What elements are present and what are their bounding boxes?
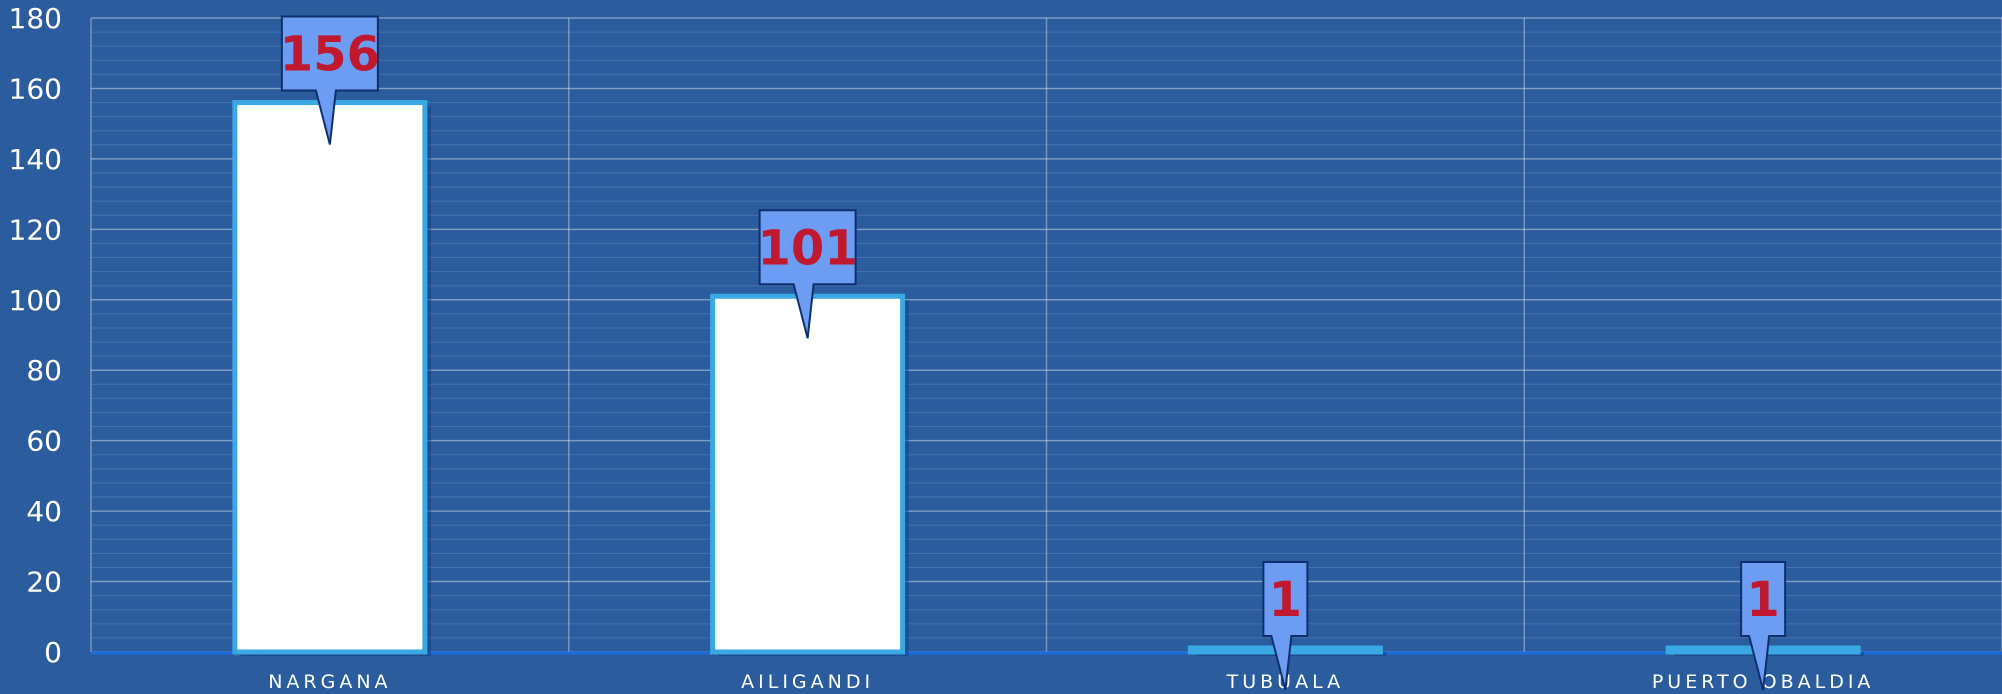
y-tick-label: 140 (9, 143, 62, 176)
y-tick-label: 60 (26, 425, 62, 458)
x-tick-label: AILIGANDI (741, 671, 874, 693)
data-label: 1 (1269, 572, 1302, 628)
data-label-callout (758, 209, 857, 339)
data-label: 156 (280, 27, 380, 83)
y-tick-label: 20 (26, 566, 62, 599)
data-label-callout (1740, 561, 1787, 691)
y-tick-label: 40 (26, 495, 62, 528)
y-tick-label: 120 (9, 213, 62, 246)
data-label-callout (280, 15, 379, 145)
data-label: 1 (1746, 572, 1779, 628)
y-tick-label: 100 (9, 284, 62, 317)
data-label-callout (1262, 561, 1309, 691)
y-tick-label: 160 (9, 72, 62, 105)
x-tick-label: NARGANA (268, 671, 391, 693)
y-tick-label: 180 (9, 2, 62, 35)
data-label: 101 (758, 220, 858, 276)
y-tick-label: 80 (26, 354, 62, 387)
bar (710, 293, 906, 655)
bar (232, 100, 428, 655)
x-axis: NARGANAAILIGANDITUBUALAPUERTO OBALDIA (268, 671, 1870, 693)
data-labels: 156 101 1 1 (280, 15, 1787, 691)
bars (232, 100, 1865, 657)
y-tick-label: 0 (44, 636, 62, 669)
y-axis: 0 20 40 60 80 100 120 140 160 180 (9, 2, 62, 669)
